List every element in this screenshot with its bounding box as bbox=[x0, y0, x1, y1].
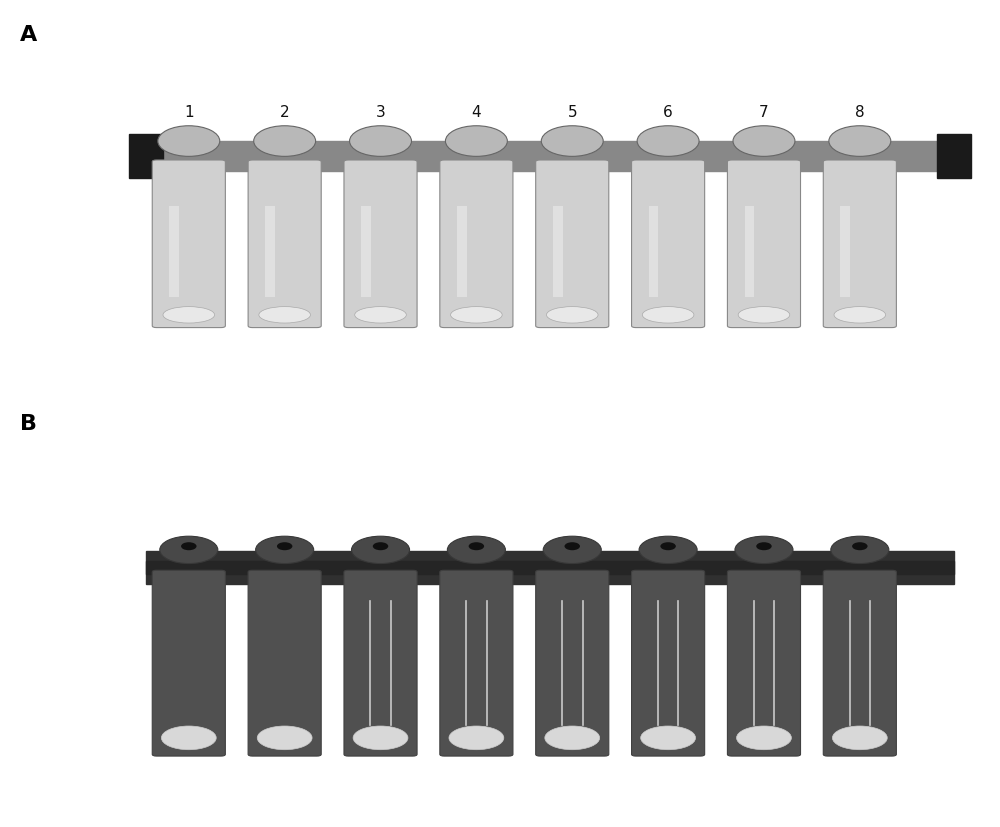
Ellipse shape bbox=[254, 127, 316, 157]
Bar bbox=[745, 208, 754, 297]
Ellipse shape bbox=[158, 127, 220, 157]
Ellipse shape bbox=[451, 308, 502, 323]
Text: 1: 1 bbox=[184, 517, 194, 532]
Ellipse shape bbox=[565, 543, 580, 551]
Ellipse shape bbox=[257, 726, 312, 750]
Ellipse shape bbox=[541, 127, 603, 157]
Bar bbox=[840, 208, 850, 297]
FancyBboxPatch shape bbox=[440, 571, 513, 756]
Bar bbox=[129, 135, 163, 179]
Ellipse shape bbox=[852, 543, 868, 551]
FancyBboxPatch shape bbox=[248, 571, 321, 756]
FancyBboxPatch shape bbox=[727, 571, 801, 756]
Text: 8: 8 bbox=[855, 517, 865, 532]
Text: B: B bbox=[20, 414, 37, 433]
Text: 7: 7 bbox=[759, 517, 769, 532]
Ellipse shape bbox=[351, 537, 410, 564]
FancyBboxPatch shape bbox=[536, 160, 609, 328]
Ellipse shape bbox=[829, 127, 891, 157]
Ellipse shape bbox=[163, 308, 215, 323]
Ellipse shape bbox=[259, 308, 310, 323]
Text: 3: 3 bbox=[376, 517, 385, 532]
Ellipse shape bbox=[160, 537, 218, 564]
Text: 5: 5 bbox=[567, 517, 577, 532]
FancyBboxPatch shape bbox=[536, 571, 609, 756]
FancyBboxPatch shape bbox=[727, 160, 801, 328]
Ellipse shape bbox=[545, 726, 600, 750]
FancyBboxPatch shape bbox=[152, 160, 225, 328]
FancyBboxPatch shape bbox=[344, 160, 417, 328]
Text: A: A bbox=[20, 25, 37, 45]
Bar bbox=[146, 551, 954, 584]
Text: 4: 4 bbox=[472, 517, 481, 532]
Ellipse shape bbox=[641, 726, 696, 750]
Ellipse shape bbox=[447, 537, 505, 564]
Ellipse shape bbox=[737, 726, 791, 750]
Text: 6: 6 bbox=[663, 105, 673, 120]
Bar bbox=[937, 135, 971, 179]
Ellipse shape bbox=[832, 726, 887, 750]
FancyBboxPatch shape bbox=[823, 571, 896, 756]
Ellipse shape bbox=[449, 726, 504, 750]
Bar bbox=[169, 208, 179, 297]
Text: 5: 5 bbox=[567, 105, 577, 120]
FancyBboxPatch shape bbox=[632, 571, 705, 756]
Text: 4: 4 bbox=[472, 105, 481, 120]
Bar bbox=[146, 561, 954, 574]
Text: 1: 1 bbox=[184, 105, 194, 120]
Ellipse shape bbox=[637, 127, 699, 157]
Ellipse shape bbox=[256, 537, 314, 564]
Ellipse shape bbox=[546, 308, 598, 323]
Text: 8: 8 bbox=[855, 105, 865, 120]
Text: 6: 6 bbox=[663, 517, 673, 532]
Ellipse shape bbox=[733, 127, 795, 157]
Ellipse shape bbox=[353, 726, 408, 750]
FancyBboxPatch shape bbox=[440, 160, 513, 328]
Ellipse shape bbox=[161, 726, 216, 750]
Ellipse shape bbox=[543, 537, 601, 564]
Ellipse shape bbox=[181, 543, 197, 551]
Bar bbox=[265, 208, 275, 297]
Text: 2: 2 bbox=[280, 105, 289, 120]
Bar bbox=[649, 208, 658, 297]
Bar bbox=[457, 208, 467, 297]
Ellipse shape bbox=[350, 127, 411, 157]
Ellipse shape bbox=[834, 308, 886, 323]
Bar bbox=[553, 208, 563, 297]
Ellipse shape bbox=[277, 543, 292, 551]
Ellipse shape bbox=[445, 127, 507, 157]
Ellipse shape bbox=[660, 543, 676, 551]
Text: 2: 2 bbox=[280, 517, 289, 532]
FancyBboxPatch shape bbox=[344, 571, 417, 756]
Ellipse shape bbox=[355, 308, 406, 323]
Ellipse shape bbox=[469, 543, 484, 551]
Text: 3: 3 bbox=[376, 105, 385, 120]
Bar bbox=[146, 142, 954, 171]
Ellipse shape bbox=[756, 543, 772, 551]
Ellipse shape bbox=[642, 308, 694, 323]
Ellipse shape bbox=[735, 537, 793, 564]
Ellipse shape bbox=[738, 308, 790, 323]
FancyBboxPatch shape bbox=[248, 160, 321, 328]
Text: 7: 7 bbox=[759, 105, 769, 120]
FancyBboxPatch shape bbox=[823, 160, 896, 328]
Bar bbox=[361, 208, 371, 297]
FancyBboxPatch shape bbox=[152, 571, 225, 756]
Ellipse shape bbox=[373, 543, 388, 551]
FancyBboxPatch shape bbox=[632, 160, 705, 328]
Ellipse shape bbox=[639, 537, 697, 564]
Ellipse shape bbox=[831, 537, 889, 564]
